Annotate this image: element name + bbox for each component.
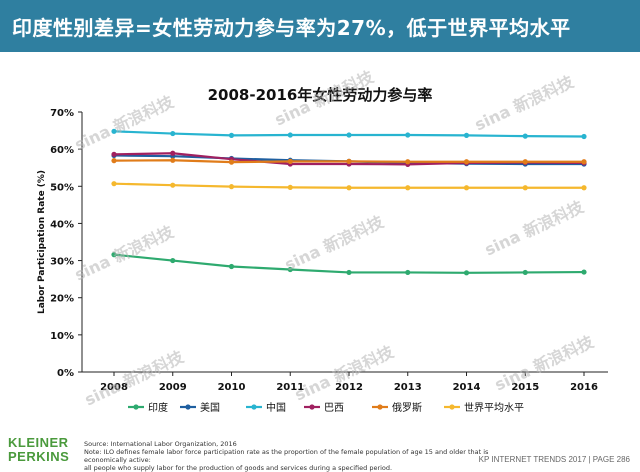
y-tick-label: 40% [50, 219, 74, 230]
y-tick-label: 10% [50, 331, 74, 342]
data-point [111, 252, 117, 258]
data-point [111, 158, 117, 164]
x-tick-label: 2008 [100, 382, 128, 393]
data-point [522, 133, 528, 139]
data-point [228, 159, 235, 165]
data-point [463, 270, 470, 276]
legend-marker [449, 404, 455, 410]
data-point [111, 151, 117, 157]
legend-marker [185, 404, 191, 410]
x-tick-label: 2009 [159, 382, 187, 393]
page-title: 印度性别差异=女性劳动力参与率为27%，低于世界平均水平 [12, 16, 571, 40]
y-tick-label: 0% [57, 368, 74, 379]
data-point [170, 130, 176, 137]
data-point [287, 158, 293, 164]
data-point [581, 159, 587, 165]
data-point [346, 185, 352, 191]
page-footer: KP INTERNET TRENDS 2017 | PAGE 286 [478, 455, 630, 464]
data-point [170, 257, 176, 264]
data-point [228, 132, 235, 138]
header-bar: 印度性别差异=女性劳动力参与率为27%，低于世界平均水平 [0, 0, 640, 52]
y-tick-label: 50% [50, 182, 74, 193]
data-point [287, 266, 293, 273]
data-point [405, 185, 411, 191]
data-point [228, 263, 235, 270]
source-line2: Note: ILO defines female labor force par… [84, 448, 489, 464]
data-point [581, 185, 587, 191]
chart-title: 2008-2016年女性劳动力参与率 [207, 86, 433, 104]
data-point [287, 132, 293, 138]
data-point [463, 132, 470, 138]
y-tick-label: 20% [50, 294, 74, 305]
legend-label: 巴西 [324, 402, 344, 414]
x-tick-label: 2016 [570, 382, 598, 393]
legend-marker [377, 404, 383, 410]
data-point [522, 185, 528, 191]
data-point [170, 182, 176, 188]
data-point [346, 269, 352, 276]
data-point [170, 150, 176, 156]
data-point [405, 269, 411, 276]
data-point [463, 159, 470, 165]
source-line3: all people who supply labor for the prod… [84, 464, 393, 472]
data-point [287, 184, 293, 190]
legend-marker [251, 404, 257, 410]
data-point [405, 132, 411, 138]
source-note: Source: International Labor Organization… [84, 440, 494, 472]
data-point [463, 185, 470, 191]
data-point [346, 132, 352, 138]
logo-line2: PERKINS [8, 449, 70, 464]
legend-marker [309, 404, 315, 410]
kleiner-perkins-logo: KLEINER PERKINS [8, 436, 69, 464]
legend-label: 印度 [148, 401, 168, 414]
data-point [170, 157, 176, 163]
legend-label: 美国 [200, 401, 220, 414]
data-point [405, 159, 411, 165]
data-point [111, 128, 117, 134]
x-tick-label: 2011 [276, 382, 304, 393]
x-tick-label: 2012 [335, 382, 363, 393]
x-tick-label: 2010 [218, 382, 246, 393]
legend-marker [133, 404, 139, 410]
data-point [522, 269, 528, 276]
data-point [522, 159, 528, 165]
x-tick-label: 2013 [394, 382, 422, 393]
data-point [111, 181, 117, 187]
data-point [581, 133, 587, 140]
x-tick-label: 2015 [511, 382, 539, 393]
data-point [346, 158, 352, 164]
data-point [228, 184, 235, 190]
legend-label: 中国 [266, 401, 286, 414]
logo-line1: KLEINER [8, 435, 69, 450]
y-tick-label: 70% [50, 108, 74, 119]
source-line1: Source: International Labor Organization… [84, 440, 237, 448]
y-axis-label: Labor Participation Rate (%) [37, 170, 47, 314]
y-tick-label: 60% [50, 145, 74, 156]
y-tick-label: 30% [50, 257, 74, 268]
legend-label: 俄罗斯 [392, 401, 422, 414]
legend-label: 世界平均水平 [464, 402, 524, 414]
x-tick-label: 2014 [453, 382, 481, 393]
data-point [581, 269, 587, 275]
